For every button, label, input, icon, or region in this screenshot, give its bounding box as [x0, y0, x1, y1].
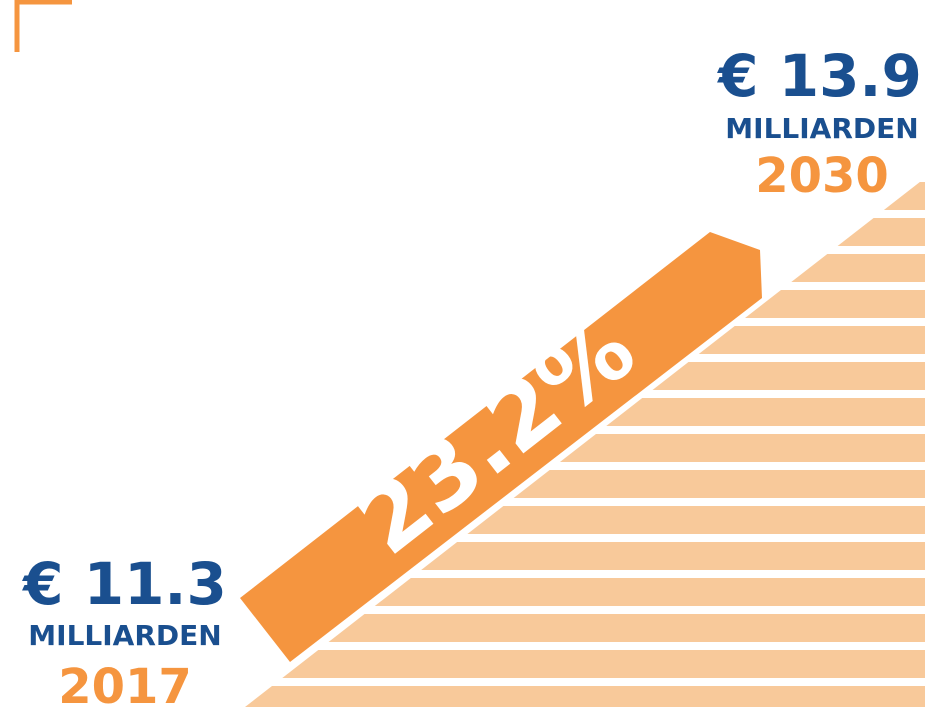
growth-band [240, 232, 762, 662]
corner-bracket [14, 0, 72, 52]
start-amount: € 11.3 [21, 550, 227, 618]
end-unit: MILLIARDEN [725, 112, 918, 145]
start-unit: MILLIARDEN [28, 619, 221, 652]
end-year: 2030 [755, 148, 889, 204]
end-amount: € 13.9 [716, 42, 922, 110]
start-year: 2017 [58, 659, 192, 707]
striped-ramp [245, 178, 925, 707]
